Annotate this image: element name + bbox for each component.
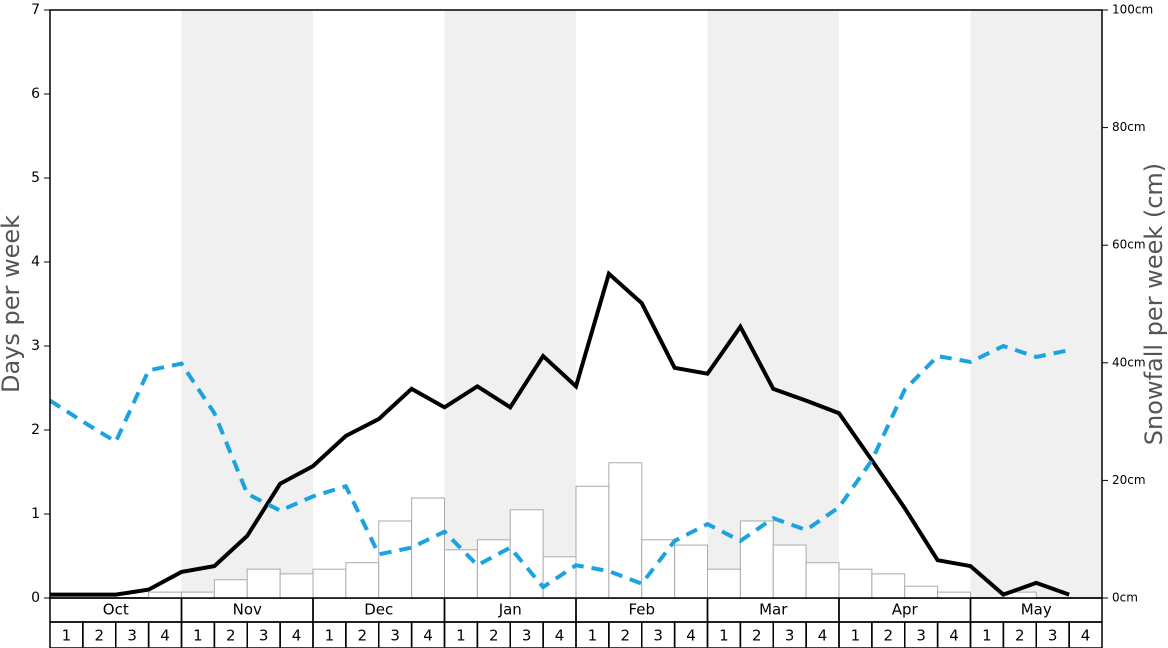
week-cell <box>1068 621 1103 648</box>
x-tick-label: 1 <box>851 627 861 645</box>
y-axis-title: Days per week <box>0 215 25 393</box>
y-tick-label: 2 <box>31 422 40 438</box>
snowfall-bar <box>345 562 380 599</box>
y-tick-label: 7 <box>31 2 40 18</box>
snowfall-bar <box>148 591 182 599</box>
x-tick-label: 2 <box>621 627 631 645</box>
plot <box>48 9 1103 599</box>
x-tick-label: 3 <box>522 627 532 645</box>
x-tick-label: 3 <box>653 627 663 645</box>
y-tick-label: 5 <box>31 170 40 186</box>
y2-tick-label: 40cm <box>1112 355 1146 369</box>
month-label: Mar <box>759 601 788 619</box>
snowfall-bar <box>312 568 347 599</box>
snowfall-bar <box>279 573 314 599</box>
plot-frame <box>49 9 1103 599</box>
x-tick-label: 3 <box>390 627 400 645</box>
y-tick-label: 1 <box>31 506 40 522</box>
y2-tick-label: 20cm <box>1112 473 1146 487</box>
snowfall-bar <box>904 585 939 599</box>
snowfall-bar <box>739 520 774 599</box>
month-label: Feb <box>628 601 655 619</box>
snowfall-bar <box>181 591 215 599</box>
background: Oct Nov Dec Jan Feb Mar Apr May 1 2 3 4 1 2 3 4 1 2 3 4 1 2 3 4… <box>31 2 1153 648</box>
snowfall-bar <box>805 562 840 599</box>
y2-axis-title: Snowfall per week (cm) <box>1140 163 1168 445</box>
x-tick-label: 4 <box>423 627 433 645</box>
y2-tick-label: 100cm <box>1112 3 1153 17</box>
snowfall-bar <box>444 549 478 599</box>
month-band <box>707 10 839 598</box>
x-tick-label: 1 <box>719 627 729 645</box>
snowfall-bar <box>575 485 610 599</box>
x-tick-label: 4 <box>686 627 696 645</box>
data-line <box>50 270 1070 597</box>
x-tick-label: 2 <box>489 627 499 645</box>
snowfall-bar <box>772 544 807 599</box>
snowfall-bar <box>608 462 643 599</box>
x-tick-label: 1 <box>193 627 203 645</box>
y-tick-label: 0 <box>31 590 40 606</box>
x-tick-label: 2 <box>752 627 762 645</box>
month-label: Oct <box>103 601 129 619</box>
x-tick-label: 2 <box>1015 627 1025 645</box>
y-tick-label: 6 <box>31 86 40 102</box>
snowfall-bar <box>378 520 413 599</box>
x-tick-label: 1 <box>456 627 466 645</box>
snowfall-bar <box>213 579 248 599</box>
y-tick-label: 3 <box>31 338 40 354</box>
snowfall-bar <box>871 573 906 599</box>
x-tick-label: 1 <box>588 627 598 645</box>
data-line <box>48 343 1070 590</box>
snowfall-bar <box>641 539 676 599</box>
x-tick-label: 3 <box>127 627 137 645</box>
x-tick-label: 1 <box>62 627 72 645</box>
month-label: Nov <box>233 601 262 619</box>
x-tick-label: 2 <box>884 627 894 645</box>
x-tick-label: 4 <box>555 627 565 645</box>
snowfall-bar <box>246 568 281 599</box>
month-label: May <box>1021 601 1052 619</box>
x-tick-label: 4 <box>818 627 828 645</box>
snowfall-bar <box>411 497 445 599</box>
y2-tick-label: 0cm <box>1112 591 1138 605</box>
month-band <box>181 10 313 598</box>
x-tick-label: 3 <box>785 627 795 645</box>
snowfall-bar <box>937 591 971 599</box>
x-tick-label: 1 <box>325 627 335 645</box>
snowfall-bar <box>707 568 741 599</box>
month-label: Apr <box>892 601 919 619</box>
x-tick-label: 4 <box>292 627 302 645</box>
y-tick-label: 4 <box>31 254 40 270</box>
month-band <box>444 10 576 598</box>
x-tick-label: 4 <box>949 627 959 645</box>
month-label: Jan <box>498 601 522 619</box>
x-tick-label: 4 <box>160 627 170 645</box>
x-tick-label: 3 <box>916 627 926 645</box>
x-tick-label: 1 <box>982 627 992 645</box>
y2-tick-label: 80cm <box>1112 120 1146 134</box>
snowfall-bar <box>674 544 708 599</box>
x-tick-label: 2 <box>95 627 105 645</box>
x-tick-label: 4 <box>1081 627 1091 645</box>
month-label: Dec <box>364 601 393 619</box>
x-tick-label: 2 <box>226 627 236 645</box>
x-tick-label: 2 <box>358 627 368 645</box>
month-band <box>970 10 1102 598</box>
y2-tick-label: 60cm <box>1112 238 1146 252</box>
x-tick-label: 3 <box>1048 627 1058 645</box>
snowfall-bar <box>838 568 873 599</box>
x-tick-label: 3 <box>259 627 269 645</box>
